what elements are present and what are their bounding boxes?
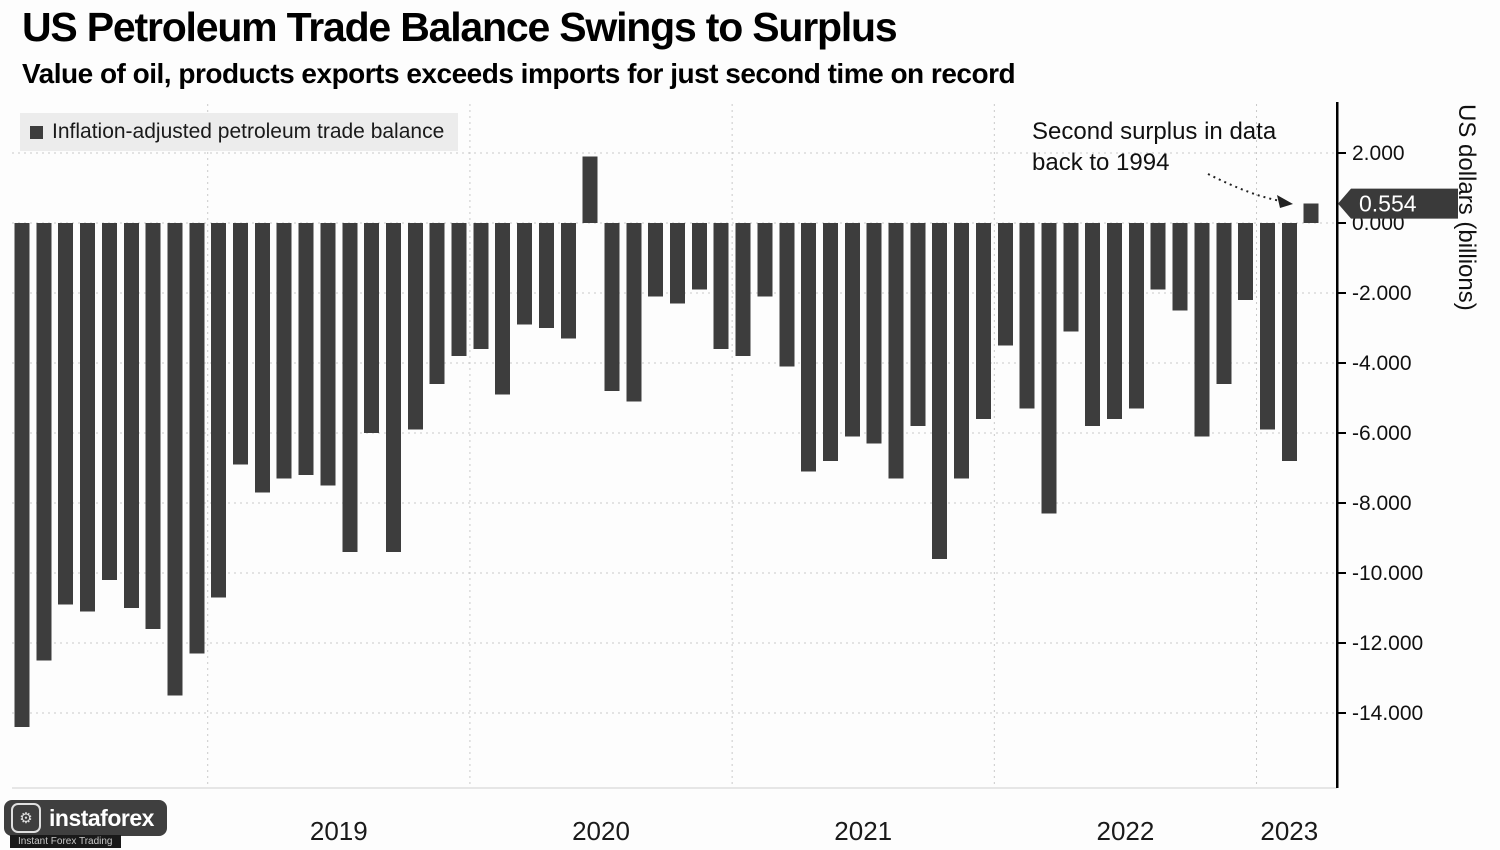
bar [80, 223, 96, 612]
bar [517, 223, 532, 325]
bar [713, 223, 729, 349]
bar [932, 223, 948, 559]
bar [167, 223, 183, 696]
bar [298, 223, 314, 475]
y-tick-label: -2.000 [1352, 282, 1412, 305]
bar [1216, 223, 1232, 384]
bar [36, 223, 52, 661]
x-tick-label: 2020 [572, 816, 630, 846]
bar [58, 223, 74, 605]
chart-title: US Petroleum Trade Balance Swings to Sur… [22, 4, 898, 50]
x-tick-label: 2022 [1097, 816, 1155, 846]
bar [735, 223, 751, 356]
bar [386, 223, 401, 552]
x-tick-label: 2023 [1260, 816, 1318, 846]
bar [626, 223, 642, 402]
bar [560, 223, 576, 339]
y-axis-title: US dollars (billions) [1453, 104, 1480, 311]
bar [320, 223, 336, 486]
legend-label: Inflation-adjusted petroleum trade balan… [52, 120, 445, 143]
bar [997, 223, 1013, 346]
bar [1238, 223, 1254, 300]
y-tick-label: -4.000 [1352, 352, 1412, 375]
bar [101, 223, 117, 580]
bar [254, 223, 270, 493]
bar [429, 223, 445, 384]
bar [757, 223, 773, 297]
bar [473, 223, 489, 349]
bar [1128, 223, 1144, 409]
bar [823, 223, 838, 461]
y-tick-label: -8.000 [1352, 492, 1412, 515]
bar [779, 223, 795, 367]
bar [1281, 223, 1297, 461]
bar [1085, 223, 1101, 426]
bar [1019, 223, 1035, 409]
bar [954, 223, 970, 479]
last-value-badge: 0.554 [1338, 188, 1458, 219]
bar [648, 223, 664, 297]
bar [538, 223, 554, 328]
annotation-line-1: Second surplus in data [1032, 118, 1277, 145]
y-tick-label: -6.000 [1352, 422, 1412, 445]
y-tick-label: -10.000 [1352, 562, 1423, 585]
bar [123, 223, 139, 608]
bar [211, 223, 227, 598]
y-tick-label: 2.000 [1352, 142, 1405, 165]
bar [1107, 223, 1122, 419]
bar [604, 223, 620, 391]
bar [145, 223, 161, 629]
watermark-tagline: Instant Forex Trading [10, 835, 121, 848]
watermark-main: ⚙ instaforex [4, 800, 167, 836]
chart-subtitle: Value of oil, products exports exceeds i… [22, 58, 1016, 89]
bar [495, 223, 511, 395]
bar [1041, 223, 1057, 514]
bar [407, 223, 423, 430]
x-tick-label: 2019 [310, 816, 368, 846]
bar [691, 223, 707, 290]
bar [14, 223, 30, 727]
bar [1063, 223, 1079, 332]
bar [451, 223, 467, 356]
y-tick-label: -14.000 [1352, 702, 1423, 725]
watermark-brand: instaforex [49, 804, 154, 831]
bar [342, 223, 358, 552]
x-tick-label: 2021 [834, 816, 892, 846]
bar [233, 223, 248, 465]
bar [866, 223, 882, 444]
bar [1172, 223, 1188, 311]
bar [364, 223, 380, 433]
bars [14, 156, 1319, 727]
bar [975, 223, 991, 419]
bar [1260, 223, 1275, 430]
annotation-line-2: back to 1994 [1032, 149, 1170, 177]
legend: Inflation-adjusted petroleum trade balan… [20, 113, 459, 151]
badge-value-label: 0.554 [1359, 191, 1417, 217]
bar [670, 223, 685, 304]
bar [582, 156, 598, 223]
x-axis-labels: 2019 2020 2021 2022 2023 [310, 816, 1318, 846]
bar [844, 223, 860, 437]
y-tick-label: -12.000 [1352, 632, 1423, 655]
watermark: ⚙ instaforex Instant Forex Trading [4, 800, 167, 848]
bar [276, 223, 292, 479]
bar [888, 223, 904, 479]
bar [1150, 223, 1166, 290]
bar [1194, 223, 1210, 437]
vertical-gridlines [207, 104, 1258, 788]
bar [801, 223, 817, 472]
gear-icon: ⚙ [11, 803, 41, 833]
annotation-arrow [1207, 173, 1293, 208]
bar [1303, 203, 1319, 223]
bar [189, 223, 205, 654]
y-axis: 2.0000.000-2.000-4.000-6.000-8.000-10.00… [1335, 102, 1423, 788]
bar [910, 223, 926, 426]
annotation-note: Second surplus in data back to 1994 [1032, 116, 1276, 178]
legend-marker-icon [30, 125, 43, 139]
